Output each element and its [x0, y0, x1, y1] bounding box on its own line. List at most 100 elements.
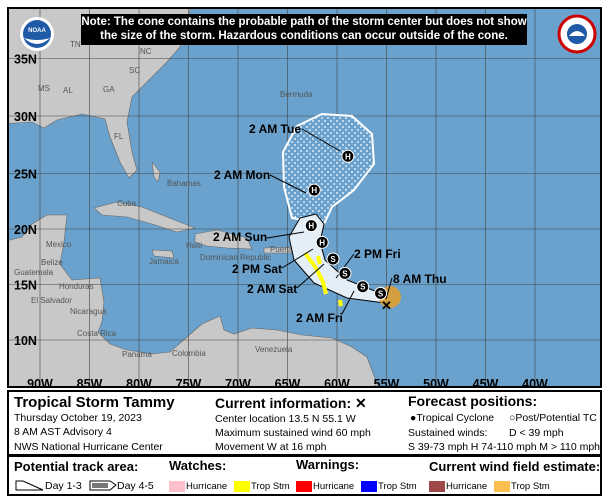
label-puerto-rico: Puerto Rico [270, 245, 312, 254]
label-2pm-sat: 2 PM Sat [232, 262, 282, 276]
center-location: Center location 13.5 N 55.1 W [215, 413, 356, 425]
forecast-point-S: S [374, 286, 388, 300]
hurricane-watch-swatch [169, 481, 185, 492]
label-colombia: Colombia [172, 349, 206, 358]
wind-h: H 74-110 mph [470, 441, 537, 453]
watches-title: Watches: [169, 458, 227, 473]
track-area-title: Potential track area: [14, 459, 139, 474]
label-honduras: Honduras [59, 282, 94, 291]
ts-watch-label: Trop Stm [251, 481, 290, 492]
label-2am-tue: 2 AM Tue [249, 122, 301, 136]
lon-label: 50W [423, 377, 449, 388]
forecast-point-H: H [341, 149, 355, 163]
label-sc: SC [129, 66, 140, 75]
warnings-title: Warnings: [296, 457, 360, 472]
label-ms: MS [38, 84, 50, 93]
storm-info-panel: Tropical Storm Tammy Thursday October 19… [7, 390, 602, 456]
jamaica [151, 249, 175, 259]
nws-logo [557, 14, 597, 54]
label-tn: TN [70, 40, 81, 49]
lon-label: 85W [77, 377, 103, 388]
label-2am-sun: 2 AM Sun [213, 230, 267, 244]
day-1-3-cone-icon [15, 480, 44, 491]
hurricane-wind-swatch [429, 481, 445, 492]
ptc-label: Post/Potential TC [515, 412, 597, 424]
lat-label: 10N [14, 334, 37, 348]
svg-text:S: S [360, 283, 366, 292]
label-panama: Panama [122, 350, 152, 359]
label-mexico: Mexico [46, 240, 72, 249]
svg-text:H: H [345, 152, 351, 161]
storm-advisory: 8 AM AST Advisory 4 [14, 426, 112, 438]
hurricane-warning-swatch [296, 481, 312, 492]
wind-scale-row: S 39-73 mph H 74-110 mph M > 110 mph [408, 441, 600, 453]
svg-text:NOAA: NOAA [28, 28, 46, 34]
sustained-winds-label: Sustained winds: [408, 427, 488, 439]
lon-label: 40W [522, 377, 548, 388]
legend-panel: Potential track area: Day 1-3 Day 4-5 Wa… [7, 455, 602, 496]
svg-text:S: S [378, 289, 384, 298]
lat-label: 15N [14, 279, 37, 293]
place-labels: TN NC SC MS AL GA FL Bermuda Bahamas Cub… [14, 40, 313, 359]
lon-label: 45W [473, 377, 499, 388]
svg-text:S: S [330, 255, 336, 264]
storm-title: Tropical Storm Tammy [14, 394, 175, 411]
united-states [9, 9, 191, 179]
label-2am-fri: 2 AM Fri [296, 311, 343, 325]
grid-lines [9, 9, 600, 386]
label-haiti: Haiti [186, 241, 202, 250]
label-fl: FL [114, 132, 124, 141]
ts-warning-label: Trop Stm [378, 481, 417, 492]
cone-day-4-5 [281, 112, 376, 226]
label-ga: GA [103, 85, 115, 94]
label-nc: NC [140, 47, 152, 56]
forecast-title: Forecast positions: [408, 393, 538, 409]
tc-label: Tropical Cyclone [416, 412, 495, 424]
storm-issuer: NWS National Hurricane Center [14, 441, 163, 453]
lon-label: 90W [27, 377, 53, 388]
label-2am-sat: 2 AM Sat [247, 282, 297, 296]
forecast-point-S: S [356, 280, 370, 294]
day-4-5-cone-icon [89, 480, 117, 491]
cuba [93, 201, 197, 233]
label-nicaragua: Nicaragua [70, 307, 107, 316]
lon-label: 75W [176, 377, 202, 388]
svg-text:H: H [319, 238, 325, 247]
forecast-point-H: H [315, 235, 329, 249]
central-south-america [9, 214, 379, 386]
ts-watch-swatch [234, 481, 250, 492]
hurricane-warning-label: Hurricane [313, 481, 355, 492]
post-tc-legend: ○Post/Potential TC [509, 412, 597, 424]
lon-label: 60W [324, 377, 350, 388]
wind-s: S 39-73 mph [408, 441, 469, 453]
current-info-title: Current information: ✕ [215, 395, 367, 412]
label-bahamas: Bahamas [167, 179, 201, 188]
svg-text:H: H [311, 186, 317, 195]
forecast-point-H: H [304, 219, 318, 233]
lat-label: 20N [14, 223, 37, 237]
forecast-point-H: H [307, 183, 321, 197]
current-x-icon: ✕ [355, 395, 367, 411]
ts-warning-swatch [361, 481, 377, 492]
hurricane-wind-label: Hurricane [446, 481, 488, 492]
cone-day-1-3 [288, 213, 386, 304]
day-1-3-label: Day 1-3 [45, 480, 82, 492]
label-dominican-republic: Dominican Republic [200, 253, 271, 262]
label-venezuela: Venezuela [255, 345, 293, 354]
label-leaders [266, 128, 393, 315]
lat-label: 30N [14, 110, 37, 124]
filled-circle-icon: ● [410, 412, 417, 424]
label-guatemala: Guatemala [14, 268, 54, 277]
bahamas [151, 160, 161, 183]
lon-label: 70W [225, 377, 251, 388]
label-jamaica: Jamaica [149, 257, 179, 266]
label-2am-mon: 2 AM Mon [214, 168, 270, 182]
label-costa-rica: Costa Rica [77, 329, 117, 338]
ts-wind-label: Trop Stm [511, 481, 550, 492]
lat-label: 25N [14, 168, 37, 182]
hurricane-watch-label: Hurricane [186, 481, 228, 492]
noaa-logo: NOAA [20, 17, 54, 51]
forecast-point-S: S [326, 252, 340, 266]
wind-m: M > 110 mph [539, 441, 600, 453]
label-8am-thu: 8 AM Thu [393, 272, 447, 286]
